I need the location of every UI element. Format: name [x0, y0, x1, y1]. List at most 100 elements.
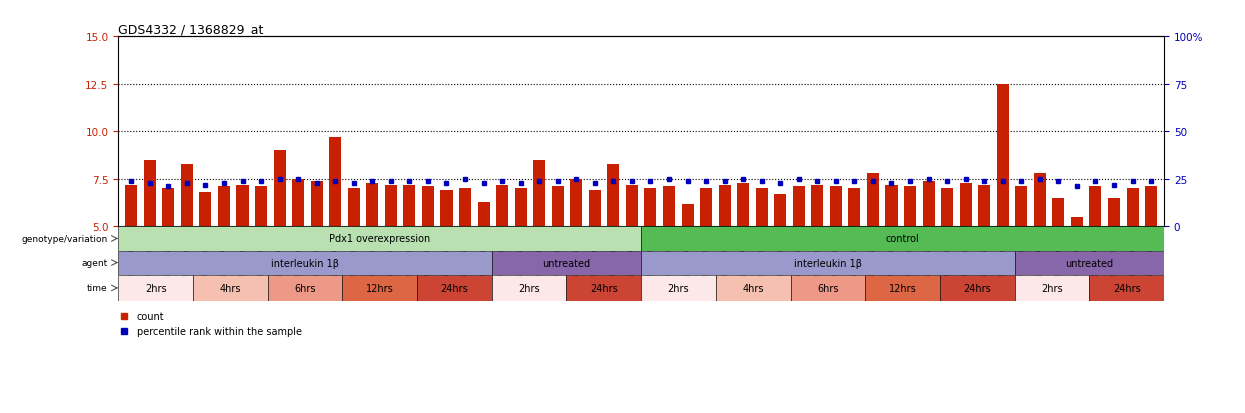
Bar: [193, 275, 268, 301]
Text: 2hrs: 2hrs: [1041, 283, 1063, 293]
Text: GDS4332 / 1368829_at: GDS4332 / 1368829_at: [118, 23, 264, 36]
Text: untreated: untreated: [543, 258, 590, 268]
Bar: [552, 187, 564, 227]
Bar: [118, 227, 641, 251]
Text: 24hrs: 24hrs: [590, 283, 618, 293]
Text: agent: agent: [82, 259, 108, 267]
Bar: [865, 275, 940, 301]
Text: Pdx1 overexpression: Pdx1 overexpression: [329, 234, 431, 244]
Text: genotype/variation: genotype/variation: [21, 235, 108, 243]
Bar: [904, 187, 916, 227]
Bar: [867, 174, 879, 227]
Text: percentile rank within the sample: percentile rank within the sample: [137, 326, 303, 336]
Text: untreated: untreated: [1066, 258, 1113, 268]
Bar: [681, 204, 693, 227]
Bar: [533, 161, 545, 227]
Bar: [347, 189, 360, 227]
Bar: [268, 275, 342, 301]
Bar: [118, 275, 193, 301]
Text: 2hrs: 2hrs: [667, 283, 690, 293]
Bar: [626, 185, 637, 227]
Bar: [1089, 275, 1164, 301]
Text: control: control: [885, 234, 920, 244]
Bar: [403, 185, 416, 227]
Text: 2hrs: 2hrs: [144, 283, 167, 293]
Bar: [700, 189, 712, 227]
Text: 4hrs: 4hrs: [219, 283, 242, 293]
Bar: [496, 185, 508, 227]
Bar: [641, 251, 1015, 275]
Bar: [608, 164, 619, 227]
Text: interleukin 1β: interleukin 1β: [271, 258, 339, 268]
Bar: [830, 187, 842, 227]
Bar: [311, 181, 322, 227]
Bar: [941, 189, 954, 227]
Text: 12hrs: 12hrs: [366, 283, 393, 293]
Bar: [774, 195, 787, 227]
Bar: [960, 183, 971, 227]
Bar: [459, 189, 471, 227]
Bar: [641, 227, 1164, 251]
Bar: [1015, 275, 1089, 301]
Bar: [997, 85, 1008, 227]
Bar: [441, 191, 452, 227]
Bar: [199, 193, 212, 227]
Bar: [1015, 251, 1164, 275]
Text: 24hrs: 24hrs: [441, 283, 468, 293]
Bar: [1108, 198, 1120, 227]
Bar: [422, 187, 435, 227]
Text: interleukin 1β: interleukin 1β: [794, 258, 862, 268]
Bar: [718, 185, 731, 227]
Bar: [645, 189, 656, 227]
Bar: [143, 161, 156, 227]
Bar: [979, 185, 990, 227]
Bar: [514, 189, 527, 227]
Bar: [492, 251, 641, 275]
Bar: [662, 187, 675, 227]
Bar: [366, 183, 378, 227]
Bar: [737, 183, 749, 227]
Bar: [1052, 198, 1064, 227]
Bar: [589, 191, 601, 227]
Bar: [791, 275, 865, 301]
Bar: [255, 187, 268, 227]
Bar: [293, 179, 304, 227]
Bar: [492, 275, 566, 301]
Bar: [923, 181, 935, 227]
Text: 12hrs: 12hrs: [889, 283, 916, 293]
Bar: [385, 185, 397, 227]
Bar: [1071, 217, 1083, 227]
Bar: [342, 275, 417, 301]
Bar: [940, 275, 1015, 301]
Text: 6hrs: 6hrs: [817, 283, 839, 293]
Bar: [118, 251, 492, 275]
Text: 2hrs: 2hrs: [518, 283, 540, 293]
Bar: [1089, 187, 1102, 227]
Bar: [641, 275, 716, 301]
Bar: [716, 275, 791, 301]
Bar: [756, 189, 768, 227]
Bar: [237, 185, 249, 227]
Bar: [793, 187, 804, 227]
Bar: [1015, 187, 1027, 227]
Text: 4hrs: 4hrs: [742, 283, 764, 293]
Text: 24hrs: 24hrs: [964, 283, 991, 293]
Bar: [329, 138, 341, 227]
Bar: [181, 164, 193, 227]
Bar: [1127, 189, 1139, 227]
Text: 24hrs: 24hrs: [1113, 283, 1140, 293]
Bar: [417, 275, 492, 301]
Bar: [126, 185, 137, 227]
Bar: [812, 185, 823, 227]
Text: 6hrs: 6hrs: [294, 283, 316, 293]
Bar: [848, 189, 860, 227]
Bar: [570, 179, 583, 227]
Bar: [274, 151, 285, 227]
Bar: [1033, 174, 1046, 227]
Bar: [1145, 187, 1157, 227]
Bar: [478, 202, 489, 227]
Bar: [218, 187, 230, 227]
Text: count: count: [137, 311, 164, 321]
Bar: [162, 189, 174, 227]
Bar: [885, 185, 898, 227]
